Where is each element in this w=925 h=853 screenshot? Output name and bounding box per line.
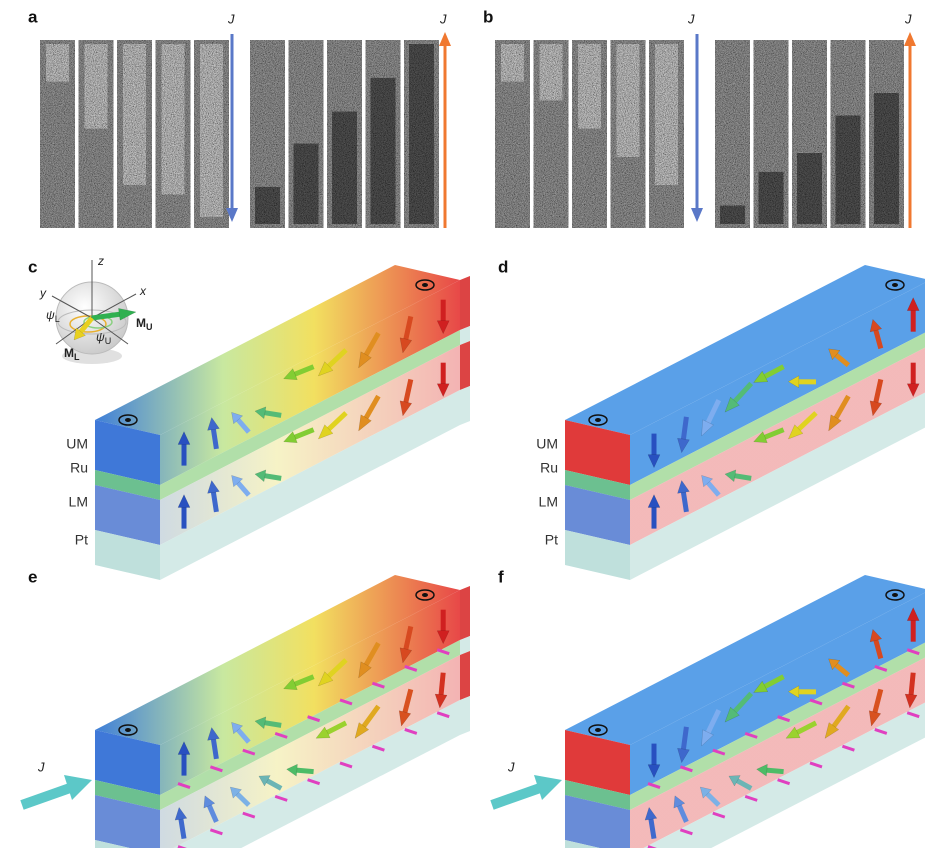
domain-light (85, 44, 108, 129)
field-symbol-dot (892, 283, 898, 287)
panel-label: e (28, 567, 37, 586)
current-arrowhead (439, 32, 451, 46)
domain-light (200, 44, 223, 217)
field-symbol-dot (125, 418, 131, 422)
field-symbol-dot (422, 593, 428, 597)
symbol-label: MU (136, 316, 153, 332)
layer-label: Pt (545, 532, 558, 548)
symbol: ψ (96, 330, 105, 344)
domain-light (123, 44, 146, 185)
axis-label: z (97, 254, 104, 268)
domain-dark (759, 172, 784, 224)
domain-dark (409, 44, 434, 224)
layer-label: UM (536, 436, 558, 452)
layer-label: Pt (75, 532, 88, 548)
far-end-face (460, 696, 470, 735)
far-end-face (460, 586, 470, 640)
panel-label: a (28, 7, 38, 26)
domain-light (655, 44, 678, 185)
far-end-face (460, 386, 470, 425)
domain-dark (371, 78, 396, 224)
domain-light (540, 44, 563, 100)
panel-label: c (28, 257, 37, 276)
domain-light (578, 44, 601, 129)
current-label: J (687, 11, 695, 26)
axis-label: y (39, 286, 47, 300)
current-arrowhead (691, 208, 703, 222)
domain-dark (720, 205, 745, 224)
domain-dark (797, 153, 822, 224)
current-label: J (904, 11, 912, 26)
domain-dark (332, 111, 357, 224)
field-symbol-dot (125, 728, 131, 732)
layer-label: LM (69, 494, 88, 510)
domain-dark (874, 93, 899, 224)
subscript: L (74, 352, 80, 362)
symbol: M (136, 316, 146, 330)
figure: aJJbJJcUMRuLMPtdUMRuLMPteJfJzxyψLψUMUML (0, 0, 925, 848)
far-end-face (460, 276, 470, 330)
field-symbol-dot (595, 728, 601, 732)
domain-light (162, 44, 185, 194)
current-arrowhead (64, 775, 92, 800)
layer-label: Ru (70, 460, 88, 476)
domain-dark (836, 115, 861, 224)
current-arrowhead (534, 775, 562, 800)
domain-light (46, 44, 69, 82)
layer-label: Ru (540, 460, 558, 476)
strip (715, 40, 750, 228)
far-end-face (460, 651, 470, 700)
current-arrow (492, 788, 540, 805)
layer-label: UM (66, 436, 88, 452)
layer-label: LM (539, 494, 558, 510)
subscript: U (146, 322, 153, 332)
subscript: U (105, 336, 112, 346)
field-symbol-dot (422, 283, 428, 287)
current-arrow (22, 788, 70, 805)
panel-label: b (483, 7, 493, 26)
current-label: J (37, 759, 45, 774)
field-symbol-dot (595, 418, 601, 422)
domain-dark (255, 187, 280, 224)
current-arrowhead (904, 32, 916, 46)
symbol: ψ (46, 308, 55, 322)
current-label: J (507, 759, 515, 774)
current-label: J (439, 11, 447, 26)
panel-label: d (498, 257, 508, 276)
domain-dark (294, 143, 319, 224)
field-symbol-dot (892, 593, 898, 597)
axis-label: x (139, 284, 147, 298)
panel-label: f (498, 567, 504, 586)
symbol: M (64, 346, 74, 360)
domain-light (501, 44, 524, 82)
current-label: J (227, 11, 235, 26)
domain-light (617, 44, 640, 157)
far-end-face (460, 341, 470, 390)
subscript: L (55, 314, 60, 324)
page: aJJbJJcUMRuLMPtdUMRuLMPteJfJzxyψLψUMUML … (0, 0, 925, 848)
